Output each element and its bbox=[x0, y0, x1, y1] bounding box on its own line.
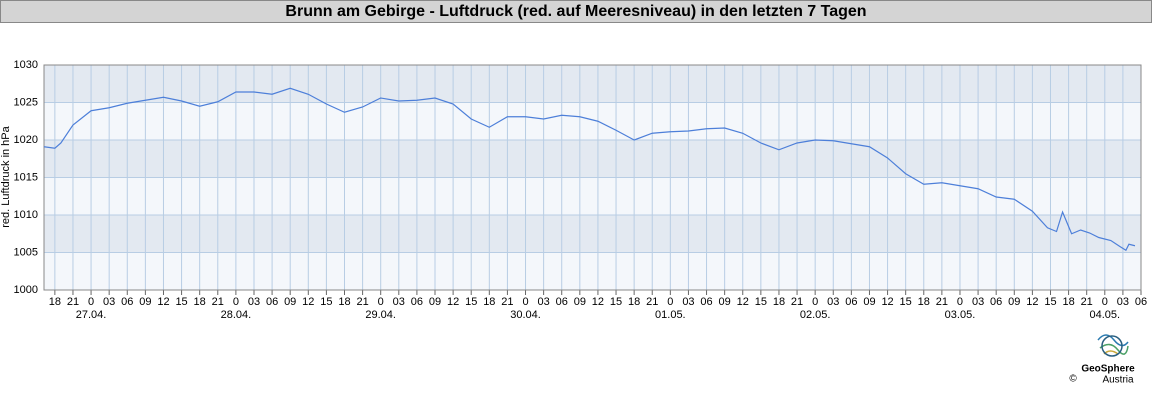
x-tick-label: 18 bbox=[773, 296, 785, 308]
y-tick-label: 1015 bbox=[14, 171, 38, 183]
x-tick-label: 21 bbox=[646, 296, 658, 308]
x-tick-label: 12 bbox=[302, 296, 314, 308]
y-tick-label: 1020 bbox=[14, 134, 38, 146]
x-tick-label: 09 bbox=[863, 296, 875, 308]
logo-icon bbox=[1097, 334, 1129, 357]
date-label: 03.05. bbox=[945, 309, 976, 321]
x-tick-label: 03 bbox=[827, 296, 839, 308]
y-tick-label: 1010 bbox=[14, 209, 38, 221]
x-tick-label: 03 bbox=[1117, 296, 1129, 308]
x-tick-label: 0 bbox=[812, 296, 818, 308]
x-tick-label: 12 bbox=[447, 296, 459, 308]
x-tick-label: 06 bbox=[845, 296, 857, 308]
x-tick-label: 06 bbox=[990, 296, 1002, 308]
x-tick-label: 06 bbox=[266, 296, 278, 308]
x-tick-label: 18 bbox=[338, 296, 350, 308]
x-tick-label: 09 bbox=[574, 296, 586, 308]
x-tick-label: 09 bbox=[429, 296, 441, 308]
x-tick-label: 21 bbox=[67, 296, 79, 308]
x-tick-label: 21 bbox=[212, 296, 224, 308]
x-tick-label: 0 bbox=[88, 296, 94, 308]
date-label: 29.04. bbox=[365, 309, 396, 321]
x-tick-label: 03 bbox=[682, 296, 694, 308]
x-tick-label: 09 bbox=[1008, 296, 1020, 308]
x-tick-label: 18 bbox=[49, 296, 61, 308]
x-tick-label: 0 bbox=[667, 296, 673, 308]
x-tick-label: 15 bbox=[610, 296, 622, 308]
x-tick-label: 15 bbox=[1044, 296, 1056, 308]
x-tick-label: 03 bbox=[537, 296, 549, 308]
date-label: 04.05. bbox=[1089, 309, 1120, 321]
x-tick-label: 15 bbox=[320, 296, 332, 308]
x-tick-label: 06 bbox=[1135, 296, 1147, 308]
band bbox=[44, 177, 1141, 215]
y-tick-label: 1025 bbox=[14, 96, 38, 108]
x-tick-label: 15 bbox=[755, 296, 767, 308]
x-tick-label: 0 bbox=[957, 296, 963, 308]
band bbox=[44, 215, 1141, 253]
data-line bbox=[43, 87, 1136, 252]
date-label: 28.04. bbox=[221, 309, 252, 321]
x-tick-label: 09 bbox=[719, 296, 731, 308]
y-axis-title: red. Luftdruck in hPa bbox=[0, 125, 12, 227]
x-tick-label: 06 bbox=[700, 296, 712, 308]
x-tick-label: 18 bbox=[194, 296, 206, 308]
x-tick-label: 18 bbox=[918, 296, 930, 308]
x-tick-label: 21 bbox=[1081, 296, 1093, 308]
x-tick-label: 15 bbox=[465, 296, 477, 308]
x-tick-label: 03 bbox=[393, 296, 405, 308]
x-tick-label: 03 bbox=[972, 296, 984, 308]
band bbox=[44, 102, 1141, 140]
x-tick-label: 15 bbox=[900, 296, 912, 308]
y-tick-label: 1030 bbox=[14, 59, 38, 71]
x-tick-label: 21 bbox=[501, 296, 513, 308]
x-tick-label: 0 bbox=[522, 296, 528, 308]
logo-sub: Austria bbox=[1102, 375, 1134, 386]
plot-frame bbox=[43, 64, 1142, 291]
x-tick-label: 21 bbox=[791, 296, 803, 308]
x-tick-label: 09 bbox=[139, 296, 151, 308]
band bbox=[44, 65, 1141, 103]
x-tick-label: 0 bbox=[378, 296, 384, 308]
x-tick-label: 18 bbox=[1062, 296, 1074, 308]
x-tick-label: 03 bbox=[103, 296, 115, 308]
x-tick-label: 06 bbox=[121, 296, 133, 308]
x-tick-label: 15 bbox=[175, 296, 187, 308]
x-tick-label: 21 bbox=[936, 296, 948, 308]
x-tick-label: 18 bbox=[483, 296, 495, 308]
date-label: 01.05. bbox=[655, 309, 686, 321]
x-tick-label: 21 bbox=[356, 296, 368, 308]
date-label: 27.04. bbox=[76, 309, 107, 321]
x-tick-label: 0 bbox=[233, 296, 239, 308]
x-tick-label: 12 bbox=[157, 296, 169, 308]
date-label: 30.04. bbox=[510, 309, 541, 321]
logo-name: GeoSphere bbox=[1081, 364, 1135, 375]
y-tick-label: 1005 bbox=[14, 246, 38, 258]
x-tick-label: 18 bbox=[628, 296, 640, 308]
y-tick-label: 1000 bbox=[14, 284, 38, 296]
chart-title: Brunn am Gebirge - Luftdruck (red. auf M… bbox=[0, 0, 1152, 23]
copyright: © bbox=[1069, 374, 1077, 385]
x-tick-label: 12 bbox=[881, 296, 893, 308]
x-tick-label: 06 bbox=[556, 296, 568, 308]
x-tick-label: 03 bbox=[248, 296, 260, 308]
band bbox=[44, 140, 1141, 178]
x-tick-label: 12 bbox=[737, 296, 749, 308]
x-tick-label: 12 bbox=[592, 296, 604, 308]
x-tick-label: 09 bbox=[284, 296, 296, 308]
band bbox=[44, 252, 1141, 290]
x-tick-label: 06 bbox=[411, 296, 423, 308]
x-tick-label: 12 bbox=[1026, 296, 1038, 308]
date-label: 02.05. bbox=[800, 309, 831, 321]
x-tick-label: 0 bbox=[1102, 296, 1108, 308]
